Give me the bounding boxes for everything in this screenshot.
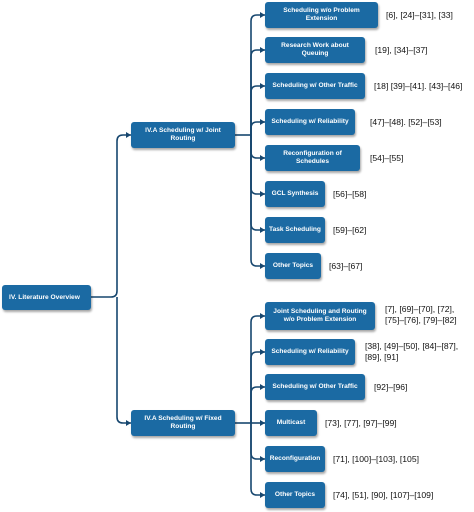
topic-reconfiguration-of-schedules: Reconfiguration of Schedules <box>265 145 360 171</box>
refs-multicast: [73], [77], [97]–[99] <box>325 418 397 428</box>
topic-fixed-scheduling-w-other-traffic: Scheduling w/ Other Traffic <box>265 374 365 400</box>
arrow-branch-fixed <box>126 420 131 426</box>
refs-task-scheduling: [59]–[62] <box>333 225 367 235</box>
topic-joint-scheduling-routing: Joint Scheduling and Routing w/o Problem… <box>265 302 375 330</box>
topic-scheduling-wo-problem-extension: Scheduling w/o Problem Extension <box>265 2 378 28</box>
root-node: IV. Literature Overview <box>2 285 91 310</box>
edge-joint-item-1 <box>250 49 265 135</box>
refs-fixed-scheduling-w-reliability: [38], [49]–[50], [84]–[87], [89], [91] <box>365 341 459 362</box>
arrow-joint-item-2 <box>260 83 265 89</box>
refs-fixed-scheduling-w-other-traffic: [92]–[96] <box>374 382 408 392</box>
branch-joint-routing: IV.A Scheduling w/ Joint Routing <box>131 122 235 148</box>
refs-reconfiguration: [71], [100]–[103], [105] <box>333 454 420 464</box>
edge-joint-item-2 <box>250 85 265 135</box>
refs-scheduling-w-other-traffic: [18] [39]–[41]. [43]–[46] <box>374 81 463 91</box>
edge-fixed-item-2 <box>250 386 265 423</box>
topic-reconfiguration: Reconfiguration <box>265 446 325 472</box>
root-edge-lower <box>116 297 131 424</box>
edge-joint-item-5 <box>250 135 265 195</box>
branch-fixed-routing: IV.A Scheduling w/ Fixed Routing <box>131 410 235 436</box>
arrow-fixed-item-3 <box>260 420 265 426</box>
arrow-fixed-item-0 <box>260 313 265 319</box>
edge-fixed-item-5 <box>250 423 265 496</box>
arrow-joint-item-4 <box>260 155 265 161</box>
arrow-fixed-item-1 <box>260 349 265 355</box>
topic-scheduling-w-other-traffic: Scheduling w/ Other Traffic <box>265 73 365 99</box>
refs-joint-scheduling-routing: [7], [69]–[70], [72], [75]–[76], [79]–[8… <box>385 304 457 325</box>
arrow-joint-item-7 <box>260 263 265 269</box>
edge-joint-item-0 <box>250 14 265 135</box>
refs-reconfiguration-of-schedules: [54]–[55] <box>370 153 404 163</box>
refs-gcl-synthesis: [56]–[58] <box>333 189 367 199</box>
topic-other-topics-joint: Other Topics <box>265 253 321 279</box>
edge-fixed-item-0 <box>250 315 265 423</box>
edge-joint-item-4 <box>250 135 265 159</box>
topic-task-scheduling: Task Scheduling <box>265 217 325 243</box>
arrow-branch-joint <box>126 132 131 138</box>
arrow-joint-item-5 <box>260 191 265 197</box>
refs-scheduling-wo-problem-extension: [6], [24]–[31], [33] <box>386 10 453 20</box>
arrow-joint-item-0 <box>260 12 265 18</box>
root-edge-upper <box>91 134 131 298</box>
refs-research-work-queuing: [19], [34]–[37] <box>375 45 428 55</box>
arrow-joint-item-3 <box>260 119 265 125</box>
refs-scheduling-w-reliability: [47]–[48]. [52]–[53] <box>370 117 442 127</box>
edge-fixed-item-1 <box>250 351 265 423</box>
refs-other-topics-fixed: [74], [51], [90], [107]–[109] <box>333 490 434 500</box>
edge-joint-item-6 <box>250 135 265 231</box>
edge-fixed-item-4 <box>250 423 265 460</box>
arrow-joint-item-6 <box>260 227 265 233</box>
refs-other-topics-joint: [63]–[67] <box>329 261 363 271</box>
edge-joint-item-3 <box>250 121 265 135</box>
edge-joint-item-7 <box>250 135 265 267</box>
topic-research-work-queuing: Research Work about Queuing <box>265 37 365 63</box>
topic-other-topics-fixed: Other Topics <box>265 482 325 508</box>
topic-scheduling-w-reliability: Scheduling w/ Reliability <box>265 109 355 135</box>
arrow-joint-item-1 <box>260 47 265 53</box>
topic-gcl-synthesis: GCL Synthesis <box>265 181 325 207</box>
topic-fixed-scheduling-w-reliability: Scheduling w/ Reliability <box>265 339 355 365</box>
arrow-fixed-item-4 <box>260 456 265 462</box>
arrow-fixed-item-5 <box>260 492 265 498</box>
arrow-fixed-item-2 <box>260 384 265 390</box>
topic-multicast: Multicast <box>265 410 317 436</box>
